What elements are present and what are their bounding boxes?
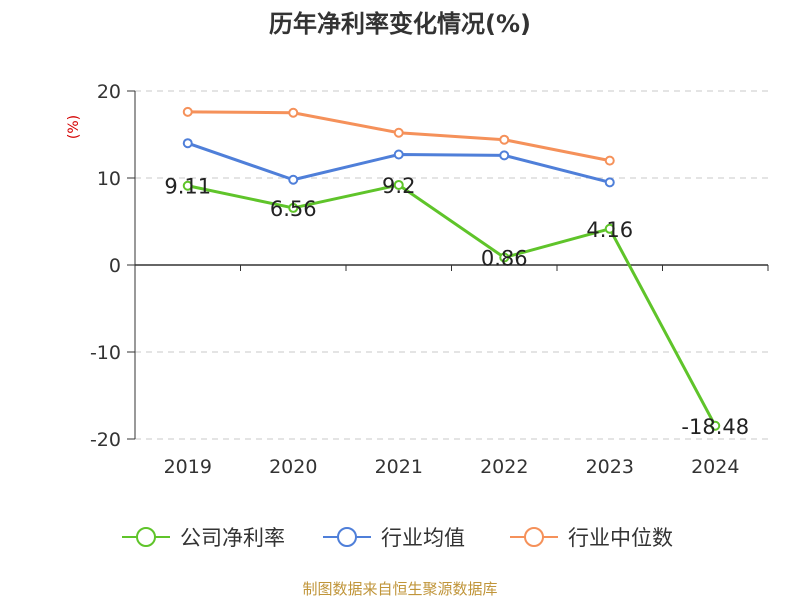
data-point — [499, 134, 510, 145]
data-point — [499, 150, 510, 161]
y-tick-label: 20 — [97, 81, 121, 103]
x-tick-label: 2023 — [586, 456, 634, 478]
data-point — [393, 127, 404, 138]
legend-label: 行业中位数 — [568, 526, 673, 550]
data-point — [182, 106, 193, 117]
data-point — [288, 174, 299, 185]
tick-labels: 20 10 0 -10 -20 2019 2020 2021 2022 2023 2024 — [90, 81, 739, 478]
x-tick-label: 2022 — [480, 456, 528, 478]
data-point — [604, 155, 615, 166]
data-label: 0.86 — [481, 247, 528, 271]
y-tick-label: -20 — [90, 429, 121, 451]
data-point — [604, 177, 615, 188]
x-tick-label: 2024 — [691, 456, 739, 478]
chart-title: 历年净利率变化情况(%) — [269, 10, 531, 38]
y-tick-label: -10 — [90, 342, 121, 364]
data-source-note: 制图数据来自恒生聚源数据库 — [302, 580, 498, 598]
y-tick-label: 0 — [109, 255, 121, 277]
legend: 公司净利率 行业均值 行业中位数 — [122, 526, 673, 550]
legend-marker — [524, 527, 544, 547]
data-label: 9.2 — [382, 174, 415, 198]
legend-marker — [337, 527, 357, 547]
series-line — [187, 183, 717, 427]
data-label: -18.48 — [681, 415, 749, 439]
x-tick-label: 2019 — [164, 456, 212, 478]
series-lines — [182, 106, 721, 431]
data-point — [182, 180, 193, 191]
x-tick-label: 2020 — [269, 456, 317, 478]
y-tick-label: 10 — [97, 168, 121, 190]
data-point — [499, 252, 510, 263]
y-axis-label: (%) — [66, 115, 82, 139]
data-point — [182, 138, 193, 149]
data-point — [393, 149, 404, 160]
data-labels: 9.11 6.56 9.2 0.86 4.16 -18.48 — [164, 174, 749, 439]
legend-label: 公司净利率 — [180, 526, 285, 550]
axes — [127, 90, 769, 440]
x-tick-label: 2021 — [375, 456, 423, 478]
data-point — [604, 223, 615, 234]
legend-label: 行业均值 — [381, 526, 465, 550]
data-point — [710, 420, 721, 431]
data-label: 6.56 — [270, 197, 317, 221]
data-point — [288, 202, 299, 213]
data-point — [288, 107, 299, 118]
data-label: 9.11 — [164, 175, 211, 199]
data-label: 4.16 — [586, 218, 633, 242]
legend-marker — [136, 527, 156, 547]
data-point — [393, 179, 404, 190]
